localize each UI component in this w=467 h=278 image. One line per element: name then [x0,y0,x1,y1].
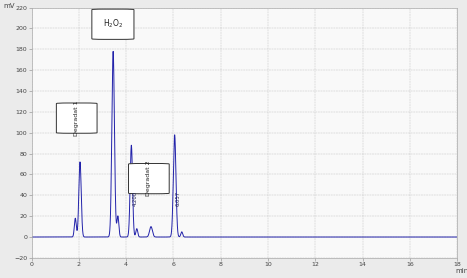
FancyBboxPatch shape [57,103,97,133]
Y-axis label: mV: mV [3,3,14,9]
Text: H$_2$O$_2$: H$_2$O$_2$ [103,18,123,31]
Text: Degradat 2: Degradat 2 [146,161,151,197]
Text: 6.057: 6.057 [176,191,181,206]
Text: Degradat 1: Degradat 1 [74,100,79,136]
X-axis label: min: min [455,268,467,274]
Text: 4.200: 4.200 [133,191,138,206]
FancyBboxPatch shape [128,163,169,194]
FancyBboxPatch shape [92,9,134,39]
